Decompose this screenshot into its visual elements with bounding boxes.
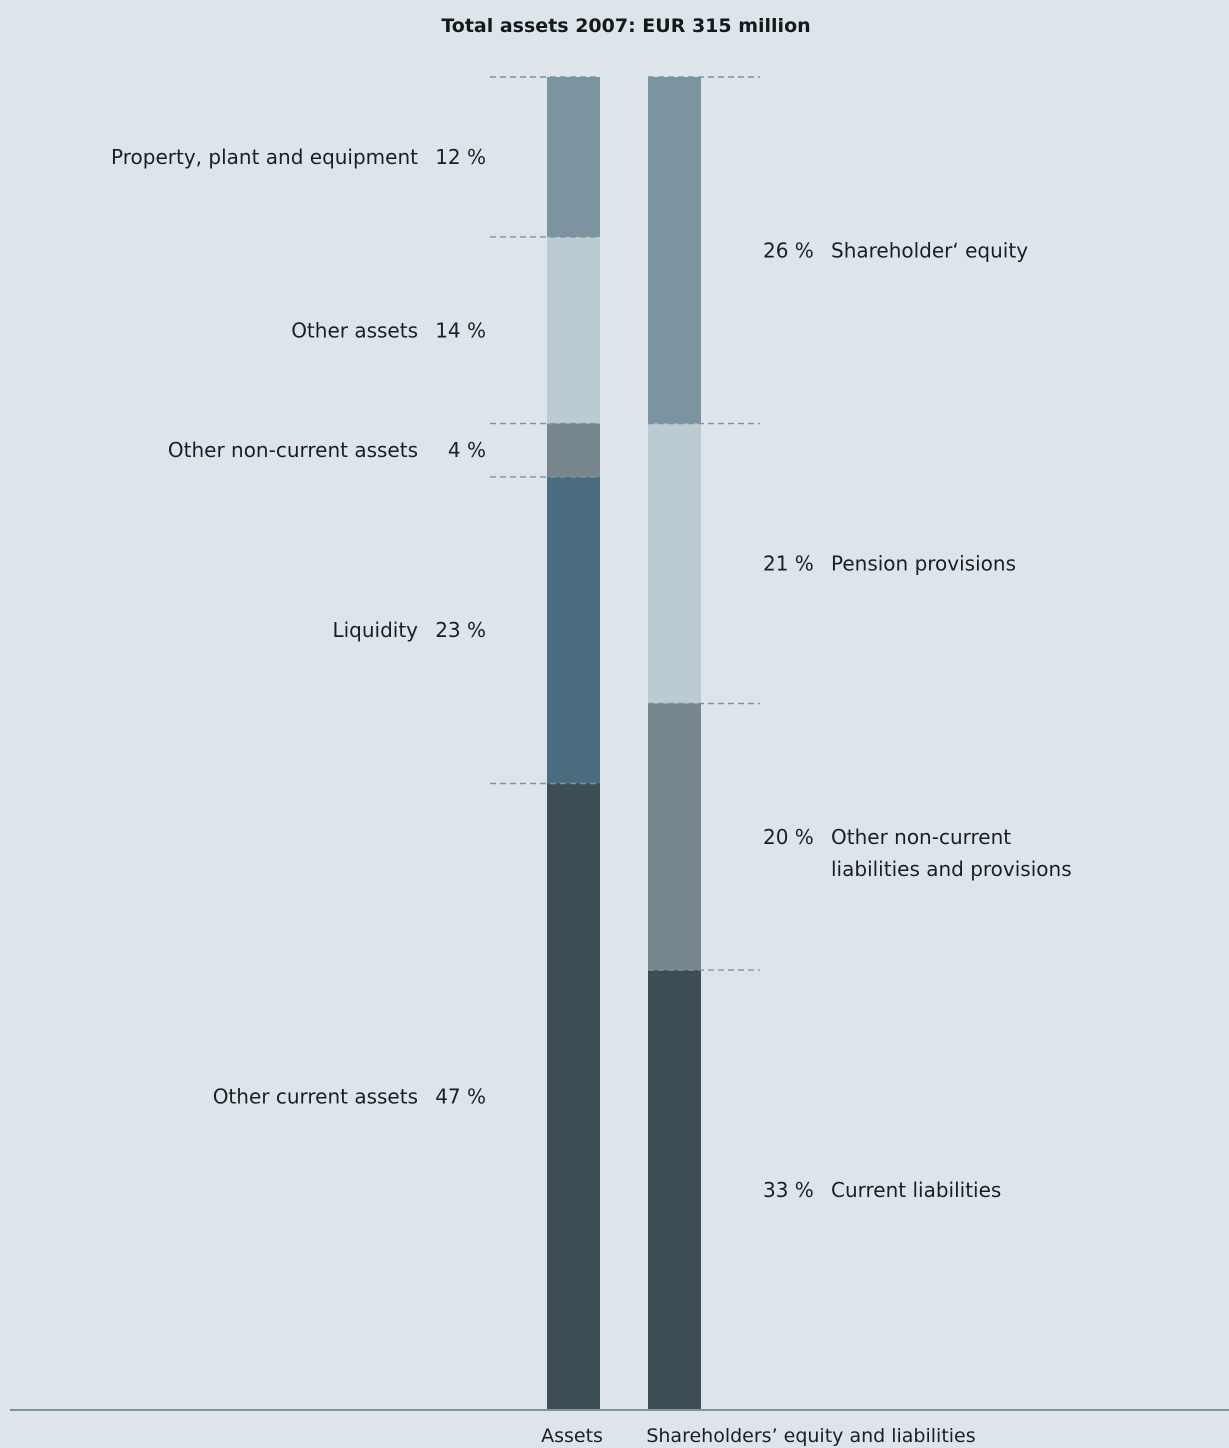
assets-property-plant-and-equipment-label: Property, plant and equipment xyxy=(111,145,418,169)
assets-property-plant-and-equipment-bar xyxy=(547,77,600,237)
assets-liquidity-value-label: 23 % xyxy=(435,618,486,642)
assets-other-non-current-assets-bar xyxy=(547,424,600,477)
assets-other-assets-label: Other assets xyxy=(291,318,418,342)
liab-current-liabilities-bar xyxy=(648,970,701,1410)
liab-current-liabilities-value-label: 33 % xyxy=(763,1178,814,1202)
assets-other-current-assets-value-label: 47 % xyxy=(435,1085,486,1109)
x-tick-label-equity-liabilities: Shareholders’ equity and liabilities xyxy=(646,1425,975,1447)
liab-other-non-current-liabilities-and-provisions-value-label: 20 % xyxy=(763,825,814,849)
assets-other-assets-value-label: 14 % xyxy=(435,318,486,342)
liab-pension-provisions-bar xyxy=(648,424,701,704)
assets-liquidity-bar xyxy=(547,477,600,784)
liab-current-liabilities-label: Current liabilities xyxy=(831,1178,1001,1202)
equity-liabilities-stack: 26 % Shareholder‘ equity 21 % Pension provi… xyxy=(648,77,1072,1410)
assets-other-assets-bar xyxy=(547,237,600,424)
liab-other-non-current-liabilities-and-provisions-bar xyxy=(648,704,701,971)
assets-property-plant-and-equipment-value-label: 12 % xyxy=(435,145,486,169)
chart-title: Total assets 2007: EUR 315 million xyxy=(441,15,810,37)
liab-shareholder-equity-value-label: 26 % xyxy=(763,238,814,262)
assets-other-non-current-assets-label: Other non-current assets xyxy=(168,438,418,462)
liab-other-non-current-liabilities-and-provisions-label: Other non-current liabilities and provisi… xyxy=(831,825,1072,881)
assets-other-current-assets-label: Other current assets xyxy=(213,1085,418,1109)
assets-stack: Property, plant and equipment 12 % Other a… xyxy=(111,77,600,1410)
x-tick-label-assets: Assets xyxy=(541,1425,603,1447)
assets-other-current-assets-bar xyxy=(547,783,600,1410)
liab-shareholder-equity-label: Shareholder‘ equity xyxy=(831,238,1028,262)
liab-pension-provisions-label: Pension provisions xyxy=(831,552,1016,576)
liab-pension-provisions-value-label: 21 % xyxy=(763,552,814,576)
liab-shareholder-equity-bar xyxy=(648,77,701,424)
assets-liquidity-label: Liquidity xyxy=(332,618,418,642)
assets-other-non-current-assets-value-label: 4 % xyxy=(448,438,486,462)
